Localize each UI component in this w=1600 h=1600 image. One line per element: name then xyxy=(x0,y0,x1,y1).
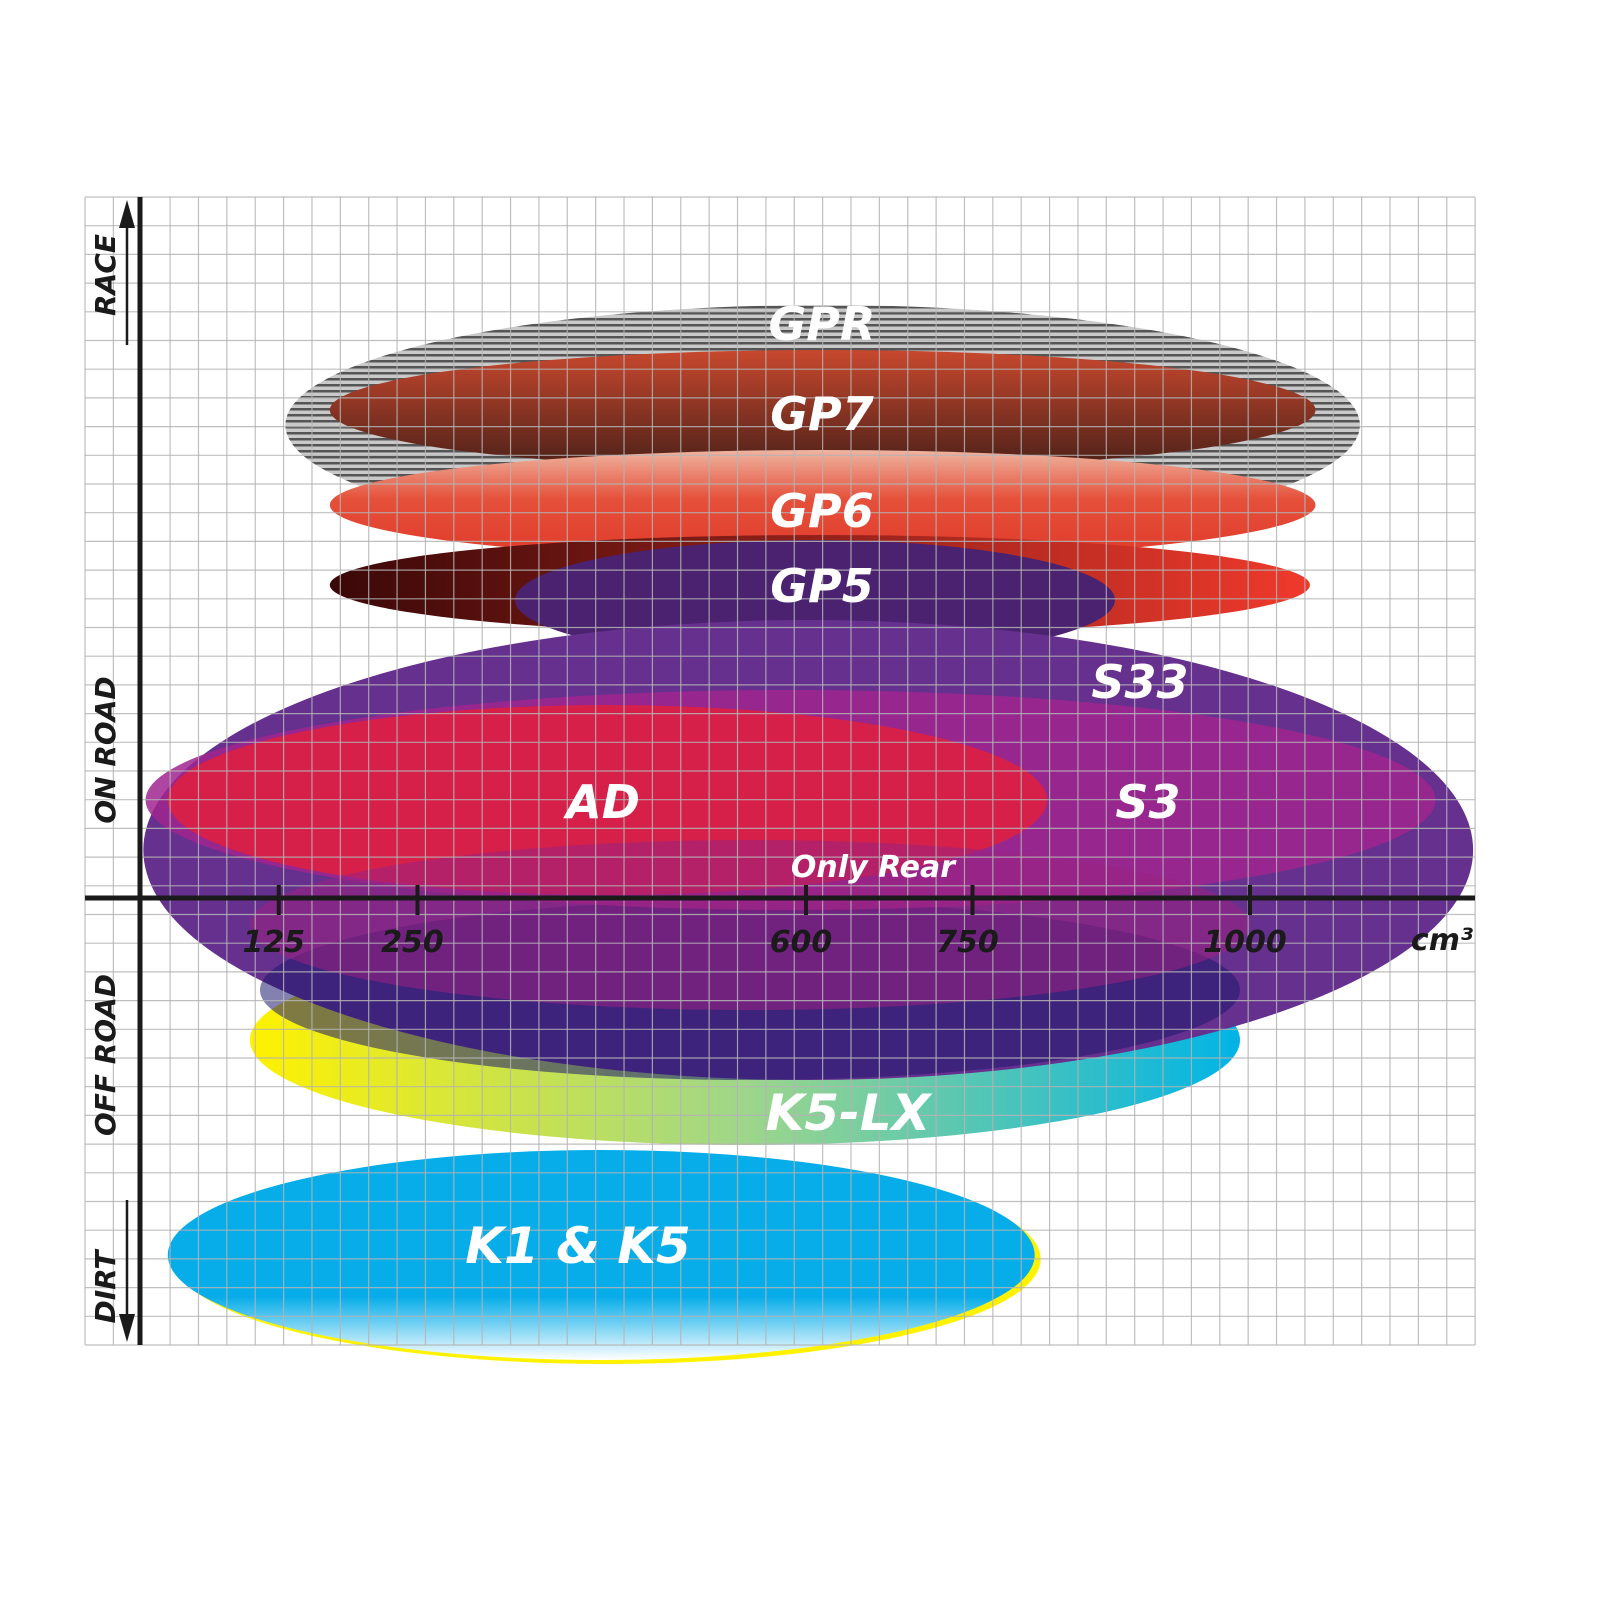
label-gp5: GP5 xyxy=(770,559,873,613)
y-label-on-road: ON ROAD xyxy=(89,676,122,823)
x-tick-label: 1000 xyxy=(1203,925,1287,960)
label-s3: S3 xyxy=(1115,775,1180,829)
ellipse-only-rear xyxy=(249,840,1250,1010)
y-label-race: RACE xyxy=(89,234,122,316)
x-tick-label: 250 xyxy=(381,925,444,960)
y-label-off-road: OFF ROAD xyxy=(89,974,122,1136)
ellipse-k1-k5 xyxy=(167,1150,1035,1360)
x-tick-label: 600 xyxy=(770,925,833,960)
label-s33: S33 xyxy=(1091,655,1188,709)
label-ad: AD xyxy=(563,775,640,829)
x-axis-unit: cm³ xyxy=(1411,923,1473,958)
grid xyxy=(84,196,1476,1346)
label-gp6: GP6 xyxy=(770,484,873,538)
label-only-rear: Only Rear xyxy=(791,850,957,885)
axes: RACE ON ROAD OFF ROAD DIRT 125 250 600 750 1… xyxy=(85,197,1475,1345)
label-k5-lx: K5-LX xyxy=(766,1084,933,1142)
label-gpr: GPR xyxy=(769,297,876,351)
race-arrow-icon xyxy=(119,200,135,228)
tire-ellipses xyxy=(143,305,1474,1364)
x-tick-label: 125 xyxy=(242,925,305,960)
label-k1-k5: K1 & K5 xyxy=(465,1217,691,1275)
dirt-arrow-icon xyxy=(119,1314,135,1342)
y-label-dirt: DIRT xyxy=(89,1249,122,1324)
x-tick-label: 750 xyxy=(936,925,999,960)
tire-labels: GPR GP7 GP6 GP5 K5-LX S33 S3 AD Only Rear K1 & K5 xyxy=(465,297,1188,1275)
label-gp7: GP7 xyxy=(770,387,873,441)
